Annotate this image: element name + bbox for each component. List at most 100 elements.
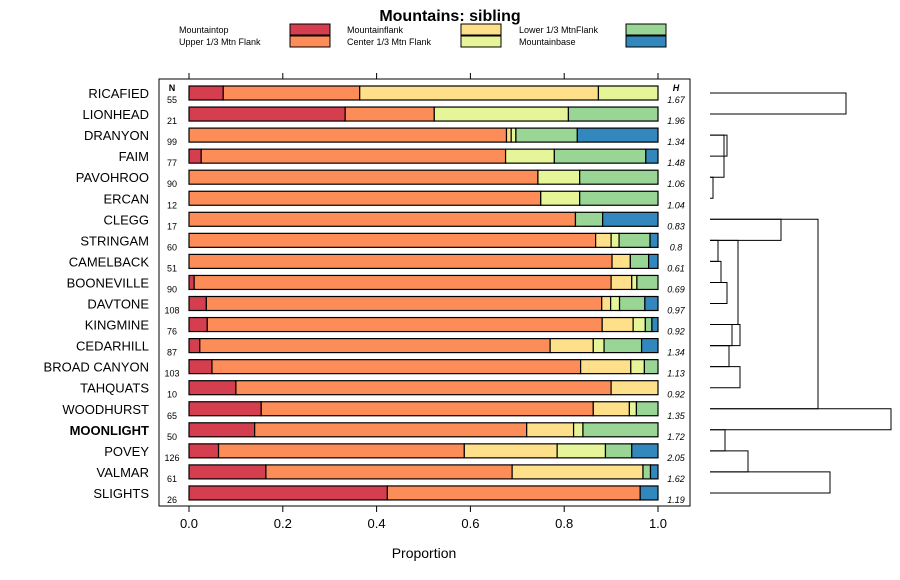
bar-segment (188, 316, 208, 333)
bar-segment (567, 106, 659, 122)
row-h: 1.72 (667, 432, 685, 442)
bar-segment (602, 211, 659, 227)
bar-segment (504, 148, 555, 164)
row-h: 0.8 (670, 242, 683, 252)
legend-label: Lower 1/3 MtnFlank (519, 25, 599, 35)
bar-segment (188, 274, 195, 291)
row-h: 1.62 (667, 474, 685, 484)
dendrogram (710, 92, 892, 494)
bar-segment (188, 401, 262, 417)
bar-segment (188, 211, 577, 227)
legend-swatch (289, 23, 331, 36)
row-n: 65 (167, 411, 177, 421)
bar-segment (636, 274, 659, 291)
bar-segment (200, 148, 507, 164)
row-label: CLEGG (103, 212, 149, 227)
row-label: DAVTONE (87, 297, 149, 312)
row-h: 1.67 (667, 95, 686, 105)
row-label: LIONHEAD (83, 107, 149, 122)
bar-segment (510, 127, 517, 143)
bar-segment (188, 338, 201, 354)
legend-label: Center 1/3 Mtn Flank (347, 37, 432, 47)
row-n: 26 (167, 495, 177, 505)
x-tick-label: 0.0 (180, 516, 198, 531)
dendrogram-link (710, 429, 726, 452)
bar-segment (603, 338, 643, 354)
row-label: ERCAN (103, 191, 149, 206)
h-header: H (673, 83, 680, 93)
bar-segment (649, 464, 659, 480)
bar-segment (193, 274, 612, 291)
row-n: 21 (167, 116, 177, 126)
bar-segment (572, 422, 584, 438)
row-label: MOONLIGHT (70, 423, 149, 438)
row-n: 55 (167, 95, 177, 105)
bar-segment (640, 338, 659, 354)
row-n: 90 (167, 284, 177, 294)
bar-segment (344, 106, 435, 122)
bar-segment (635, 401, 659, 417)
dendrogram-link (710, 450, 749, 473)
bar-segment (199, 338, 551, 354)
bar-rows: RICAFIED 55 1.67 LIONHEAD 21 1.96 DRANYON 99 1.3… (44, 85, 686, 505)
dendrogram-link (710, 218, 819, 410)
bar-segment (254, 422, 528, 438)
row-label: RICAFIED (88, 86, 149, 101)
row-n: 77 (167, 158, 177, 168)
x-tick-label: 0.8 (555, 516, 573, 531)
bar-segment (549, 338, 594, 354)
bar-segment (595, 232, 612, 248)
row-h: 2.05 (666, 453, 686, 463)
x-axis: 0.0 0.2 0.4 0.6 0.8 1.0 (180, 73, 667, 531)
bar-segment (433, 106, 570, 122)
dendrogram-link (710, 134, 725, 178)
row-label: VALMAR (97, 465, 150, 480)
bar-segment (618, 295, 646, 312)
row-h: 0.92 (667, 390, 685, 400)
row-n: 99 (167, 137, 177, 147)
bar-segment (537, 169, 581, 185)
bar-segment (618, 232, 651, 248)
bar-segment (222, 85, 361, 101)
bar-segment (188, 485, 388, 501)
bar-segment (188, 190, 542, 206)
dendrogram-link (710, 345, 730, 368)
row-label: PAVOHROO (76, 170, 149, 185)
bar-segment (639, 485, 659, 501)
bar-segment (642, 464, 652, 480)
dendrogram-link (710, 366, 741, 389)
bar-segment (265, 464, 513, 480)
x-tick-label: 0.4 (368, 516, 386, 531)
row-label: BROAD CANYON (44, 360, 149, 375)
bar-segment (188, 169, 539, 185)
bar-segment (592, 338, 605, 354)
x-tick-label: 0.6 (461, 516, 479, 531)
row-h: 0.92 (667, 327, 685, 337)
bar-segment (645, 148, 659, 164)
row-n: 126 (164, 453, 179, 463)
bar-segment (601, 295, 612, 312)
row-h: 0.61 (667, 263, 685, 273)
bar-segment (592, 401, 630, 417)
dendrogram-link (710, 471, 831, 494)
bar-segment (359, 85, 600, 101)
bar-segment (580, 359, 632, 375)
bar-segment (540, 190, 581, 206)
bar-segment (260, 401, 594, 417)
bar-segment (188, 443, 220, 459)
row-n: 108 (164, 306, 179, 316)
row-h: 0.69 (667, 284, 685, 294)
row-label: STRINGAM (80, 233, 149, 248)
bar-segment (649, 232, 659, 248)
bar-segment (463, 443, 558, 459)
x-tick-label: 0.2 (274, 516, 292, 531)
dendrogram-link (710, 408, 892, 431)
bar-segment (610, 295, 621, 312)
bar-segment (188, 127, 508, 143)
dendrogram-link (710, 324, 733, 347)
chart-title: Mountains: sibling (379, 8, 520, 25)
bar-segment (611, 253, 631, 269)
row-h: 1.34 (667, 348, 685, 358)
legend-swatch (460, 23, 502, 36)
row-label: KINGMINE (85, 318, 150, 333)
